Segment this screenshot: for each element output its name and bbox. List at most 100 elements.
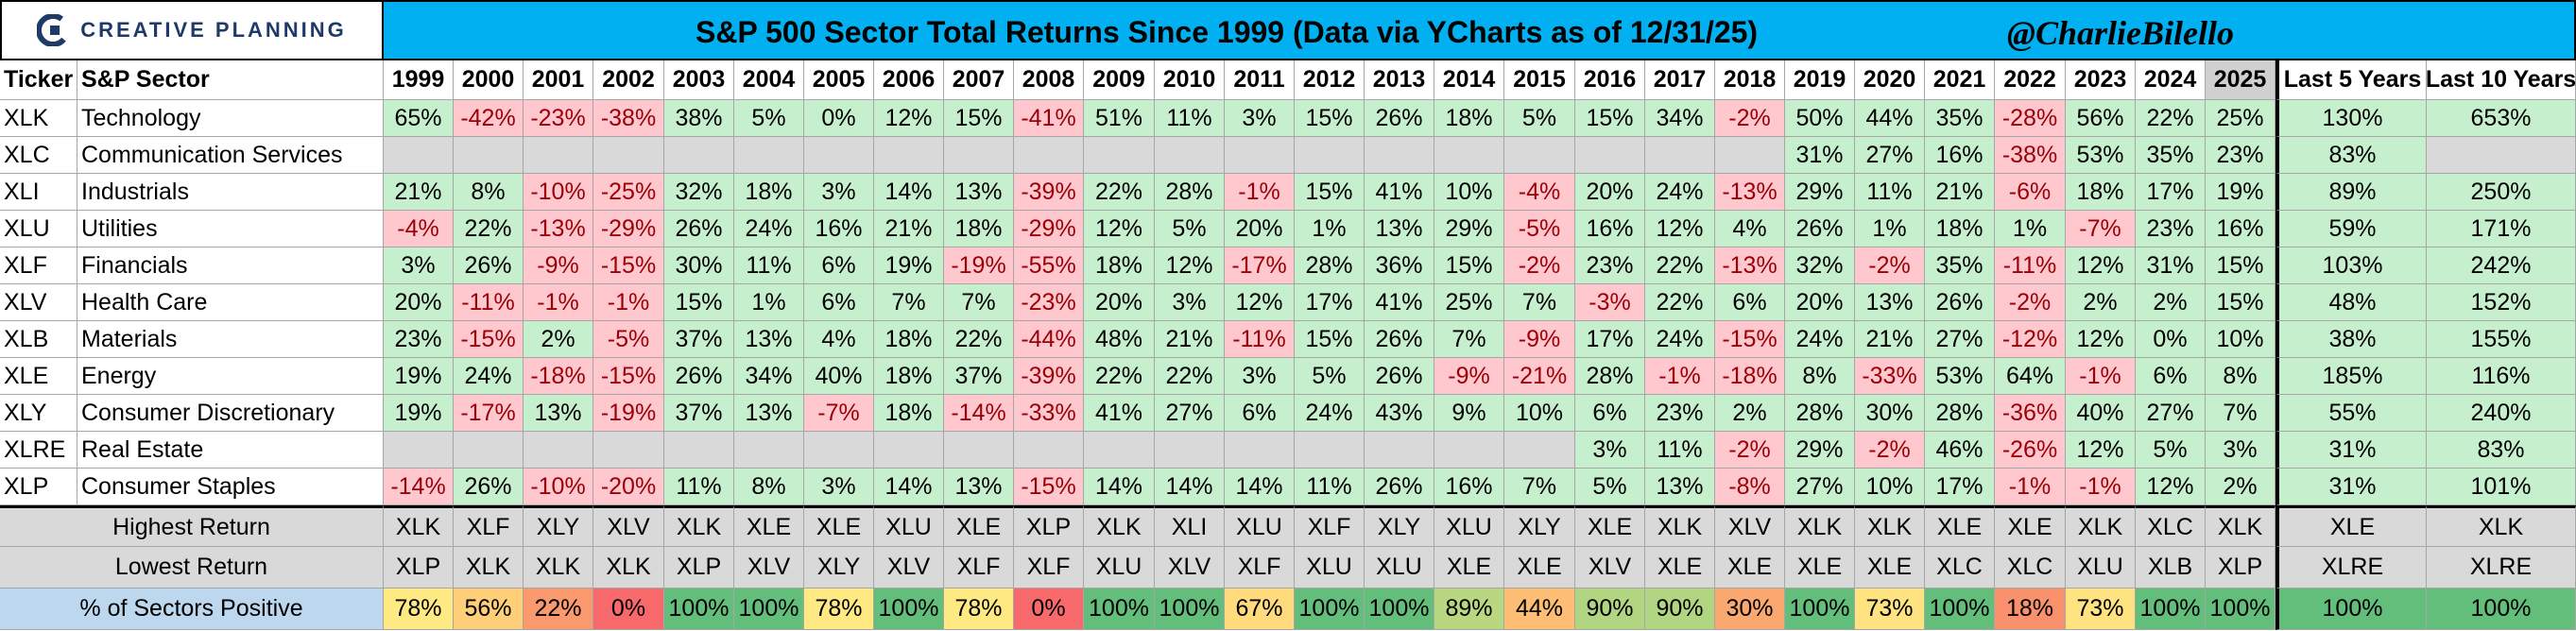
return-cell: -23%: [524, 100, 593, 137]
pct-positive-cell: 100%: [2427, 588, 2576, 630]
return-cell: -36%: [1995, 395, 2066, 432]
pct-positive-cell: 100%: [1295, 588, 1365, 630]
return-cell: 22%: [1155, 358, 1225, 395]
return-cell: 6%: [804, 247, 874, 284]
return-cell: 22%: [454, 211, 524, 247]
return-cell: -6%: [1995, 174, 2066, 211]
return-cell: -2%: [1715, 432, 1785, 469]
summary-cell: XLE: [1995, 505, 2066, 547]
summary-cell: XLF: [1014, 547, 1084, 588]
return-cell: 8%: [2206, 358, 2275, 395]
return-cell: -39%: [1014, 174, 1084, 211]
return-cell: 20%: [1785, 284, 1855, 321]
return-cell: 29%: [1785, 432, 1855, 469]
return-cell: -1%: [1995, 469, 2066, 505]
summary-cell: XLK: [1645, 505, 1715, 547]
return-cell: -7%: [804, 395, 874, 432]
return-cell: -19%: [593, 395, 664, 432]
return-cell: [874, 137, 944, 174]
sector-cell: Materials: [77, 321, 384, 358]
return-cell: [1645, 137, 1715, 174]
return-cell: 19%: [384, 358, 454, 395]
summary-cell: XLK: [384, 505, 454, 547]
return-cell: 6%: [804, 284, 874, 321]
summary-cell: XLY: [1365, 505, 1434, 547]
return-cell: -13%: [524, 211, 593, 247]
return-cell: 2%: [1715, 395, 1785, 432]
return-cell: 12%: [2066, 321, 2136, 358]
return-cell: 5%: [1295, 358, 1365, 395]
return-cell: 22%: [1645, 284, 1715, 321]
return-cell: 18%: [874, 395, 944, 432]
return-cell: [1365, 432, 1434, 469]
return-cell: 41%: [1365, 174, 1434, 211]
return-cell: 18%: [944, 211, 1014, 247]
return-cell: -26%: [1995, 432, 2066, 469]
return-cell: 7%: [944, 284, 1014, 321]
return-cell: -17%: [454, 395, 524, 432]
return-cell: -2%: [1995, 284, 2066, 321]
return-cell: 2%: [2136, 284, 2206, 321]
return-cell: 9%: [1434, 395, 1504, 432]
return-cell: 38%: [2275, 321, 2427, 358]
return-cell: 59%: [2275, 211, 2427, 247]
return-cell: -38%: [1995, 137, 2066, 174]
return-cell: 11%: [1855, 174, 1925, 211]
return-cell: 653%: [2427, 100, 2576, 137]
summary-cell: XLU: [1084, 547, 1155, 588]
return-cell: [734, 432, 804, 469]
summary-cell: XLK: [2206, 505, 2275, 547]
return-cell: 26%: [1785, 211, 1855, 247]
return-cell: 7%: [1434, 321, 1504, 358]
summary-cell: XLV: [874, 547, 944, 588]
return-cell: 11%: [664, 469, 734, 505]
return-cell: 242%: [2427, 247, 2576, 284]
return-cell: [593, 432, 664, 469]
return-cell: 35%: [2136, 137, 2206, 174]
return-cell: 1%: [1855, 211, 1925, 247]
return-cell: 16%: [2206, 211, 2275, 247]
return-cell: 15%: [944, 100, 1014, 137]
return-cell: 10%: [1855, 469, 1925, 505]
return-cell: [664, 137, 734, 174]
summary-cell: XLV: [593, 505, 664, 547]
summary-cell: XLP: [664, 547, 734, 588]
logo-text: CREATIVE PLANNING: [80, 18, 347, 42]
return-cell: 65%: [384, 100, 454, 137]
return-cell: 3%: [1575, 432, 1645, 469]
return-cell: [944, 432, 1014, 469]
return-cell: 15%: [1295, 321, 1365, 358]
return-cell: 0%: [804, 100, 874, 137]
return-cell: -1%: [593, 284, 664, 321]
summary-cell: XLE: [1645, 547, 1715, 588]
pct-positive-cell: 100%: [874, 588, 944, 630]
return-cell: 83%: [2275, 137, 2427, 174]
return-cell: 155%: [2427, 321, 2576, 358]
return-cell: 26%: [454, 469, 524, 505]
return-cell: [874, 432, 944, 469]
pct-positive-cell: 0%: [593, 588, 664, 630]
summary-cell: XLV: [1155, 547, 1225, 588]
summary-cell: XLK: [524, 547, 593, 588]
return-cell: -9%: [1434, 358, 1504, 395]
column-header: 2025: [2206, 60, 2275, 100]
return-cell: -15%: [1715, 321, 1785, 358]
return-cell: 3%: [1225, 358, 1295, 395]
return-cell: 6%: [1225, 395, 1295, 432]
return-cell: 5%: [2136, 432, 2206, 469]
return-cell: [1504, 432, 1575, 469]
column-header: Last 10 Years: [2427, 60, 2576, 100]
return-cell: [1155, 432, 1225, 469]
return-cell: [1715, 137, 1785, 174]
summary-cell: XLY: [524, 505, 593, 547]
author-handle: @CharlieBilello: [2007, 14, 2234, 52]
summary-cell: XLK: [593, 547, 664, 588]
summary-cell: XLY: [804, 547, 874, 588]
return-cell: 3%: [384, 247, 454, 284]
return-cell: [524, 432, 593, 469]
pct-positive-cell: 73%: [2066, 588, 2136, 630]
column-header: 2022: [1995, 60, 2066, 100]
summary-cell: XLF: [944, 547, 1014, 588]
